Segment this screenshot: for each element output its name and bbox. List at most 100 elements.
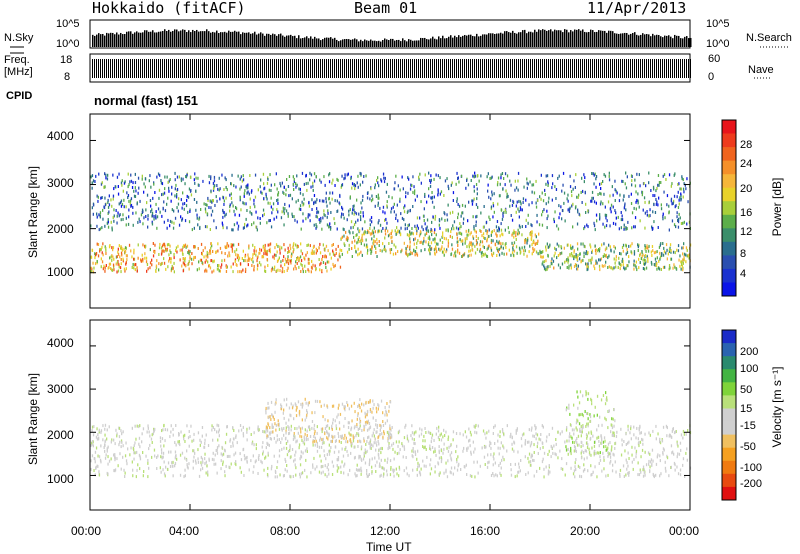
range-gate-cell	[193, 198, 196, 201]
range-gate-cell	[312, 263, 314, 267]
range-gate-cell	[429, 444, 431, 448]
range-gate-cell	[625, 244, 627, 248]
freq-bar	[378, 59, 379, 78]
nsky-bar	[364, 39, 366, 47]
range-gate-cell	[270, 437, 272, 441]
range-gate-cell	[368, 473, 370, 476]
range-gate-cell	[407, 253, 409, 257]
range-gate-cell	[412, 455, 414, 459]
range-gate-cell	[180, 177, 182, 181]
range-gate-cell	[487, 461, 489, 465]
range-gate-cell	[283, 185, 285, 189]
range-gate-cell	[239, 177, 241, 181]
range-gate-cell	[676, 248, 678, 252]
range-gate-cell	[234, 258, 237, 262]
range-gate-cell	[324, 427, 327, 430]
nsky-bar	[218, 33, 220, 47]
nsky-bar	[116, 32, 118, 47]
range-gate-cell	[226, 425, 228, 429]
range-gate-cell	[576, 222, 579, 226]
range-gate-cell	[369, 441, 371, 445]
range-gate-cell	[253, 443, 255, 447]
range-gate-cell	[188, 260, 190, 264]
range-gate-cell	[498, 253, 501, 257]
range-gate-cell	[393, 468, 395, 472]
range-gate-cell	[576, 428, 578, 432]
freq-bar	[444, 59, 445, 78]
range-gate-cell	[662, 214, 664, 218]
range-gate-cell	[247, 253, 249, 257]
range-gate-cell	[356, 474, 358, 478]
range-gate-cell	[313, 194, 316, 197]
range-gate-cell	[531, 243, 533, 247]
nsky-bar	[106, 32, 108, 47]
range-gate-cell	[167, 265, 169, 269]
range-gate-cell	[162, 249, 164, 253]
freq-bar	[270, 59, 271, 78]
range-gate-cell	[545, 439, 548, 443]
range-gate-cell	[540, 197, 542, 201]
range-gate-cell	[533, 474, 535, 478]
range-gate-cell	[306, 244, 308, 247]
range-gate-cell	[514, 179, 516, 183]
nsky-bar	[376, 41, 378, 47]
range-gate-cell	[431, 433, 434, 437]
range-gate-cell	[220, 459, 222, 463]
range-gate-cell	[439, 192, 441, 196]
range-gate-cell	[223, 258, 226, 262]
range-gate-cell	[627, 264, 629, 268]
range-gate-cell	[270, 183, 272, 187]
range-gate-cell	[103, 264, 105, 268]
range-gate-cell	[570, 252, 573, 255]
freq-bar	[496, 59, 497, 78]
range-gate-cell	[683, 242, 685, 246]
range-gate-cell	[229, 466, 231, 470]
range-gate-cell	[343, 471, 345, 475]
range-gate-cell	[673, 263, 675, 267]
range-gate-cell	[177, 440, 179, 444]
range-gate-cell	[546, 209, 548, 213]
range-gate-cell	[447, 241, 450, 245]
nsky-bar	[532, 32, 534, 47]
range-gate-cell	[561, 209, 564, 212]
range-gate-cell	[680, 267, 682, 271]
freq-bar	[218, 59, 219, 78]
velocity-cbar-tick: 100	[740, 363, 759, 375]
range-gate-cell	[247, 186, 249, 190]
range-gate-cell	[98, 213, 100, 217]
range-gate-cell	[134, 186, 136, 190]
range-gate-cell	[621, 259, 623, 263]
freq-bar	[450, 59, 451, 78]
range-gate-cell	[355, 212, 358, 216]
range-gate-cell	[371, 220, 373, 224]
range-gate-cell	[265, 192, 267, 196]
range-gate-cell	[186, 198, 188, 202]
range-gate-cell	[499, 461, 501, 465]
range-gate-cell	[188, 187, 191, 191]
range-gate-cell	[182, 269, 184, 273]
nsky-bar	[406, 41, 408, 47]
range-gate-cell	[391, 196, 393, 200]
range-gate-cell	[620, 218, 622, 222]
range-gate-cell	[523, 432, 525, 436]
range-gate-cell	[264, 265, 266, 269]
range-gate-cell	[354, 239, 356, 243]
range-gate-cell	[414, 189, 416, 193]
range-gate-cell	[329, 227, 332, 231]
range-gate-cell	[459, 432, 461, 436]
range-gate-cell	[395, 467, 397, 471]
range-gate-cell	[146, 430, 148, 434]
range-gate-cell	[475, 224, 477, 227]
range-gate-cell	[357, 227, 359, 231]
range-gate-cell	[137, 463, 139, 467]
range-gate-cell	[249, 210, 251, 214]
range-gate-cell	[171, 208, 173, 212]
range-gate-cell	[302, 267, 304, 271]
range-gate-cell	[385, 190, 388, 194]
range-gate-cell	[429, 180, 432, 184]
range-gate-cell	[534, 233, 536, 237]
range-gate-cell	[186, 244, 189, 248]
range-gate-cell	[485, 229, 487, 233]
range-gate-cell	[603, 458, 605, 462]
range-gate-cell	[328, 472, 330, 476]
